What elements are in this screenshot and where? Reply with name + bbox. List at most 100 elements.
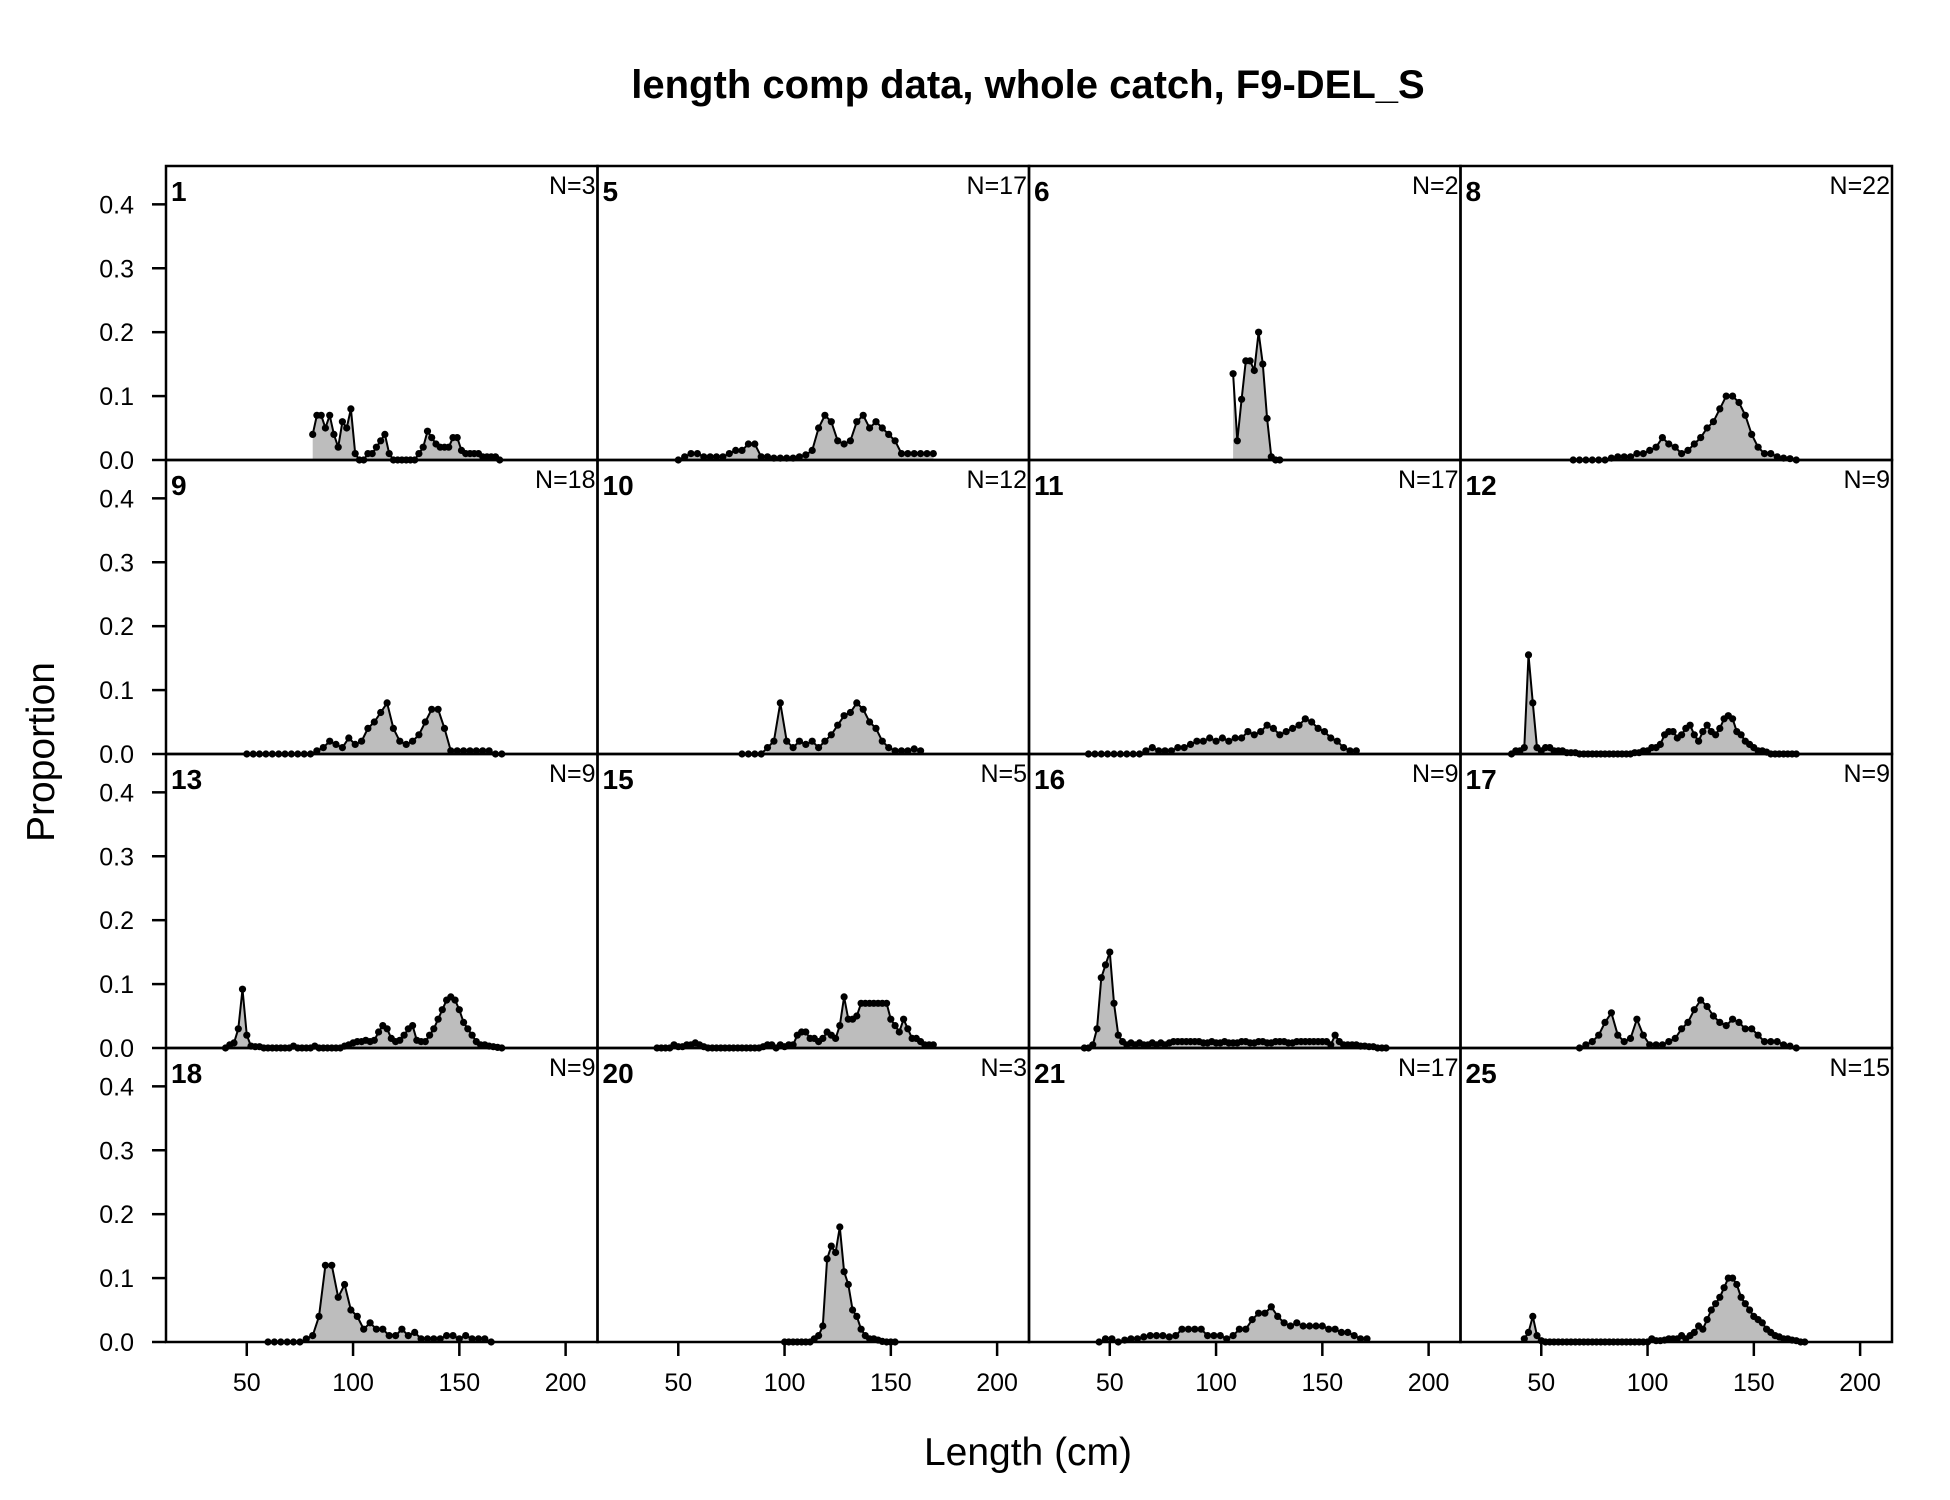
panel-10-point (815, 744, 823, 752)
panel-21-point (1172, 1332, 1180, 1340)
panel-21-point (1133, 1335, 1141, 1343)
panel-13-frame (164, 752, 599, 1050)
panel-18-point (302, 1335, 310, 1343)
panel-17-point (1633, 1015, 1641, 1023)
panel-16-point (1089, 1041, 1097, 1049)
panel-21-point (1184, 1325, 1192, 1333)
panel-8-point (1729, 392, 1737, 400)
panel-8-point (1652, 443, 1660, 451)
panel-5-point (744, 440, 753, 448)
panel-17-point (1601, 1018, 1609, 1026)
panel-21-point (1140, 1333, 1148, 1341)
panel-5-area (678, 415, 934, 460)
panel-18-point (404, 1332, 412, 1340)
panel-5-label: 5 (603, 176, 619, 207)
x-tick-label: 200 (545, 1369, 587, 1397)
panel-21-point (1286, 1322, 1295, 1330)
panel-20-point (857, 1325, 865, 1333)
panel-25-point (1533, 1332, 1541, 1340)
x-tick-label: 150 (1301, 1369, 1343, 1397)
panel-9-point (415, 731, 423, 739)
panel-11-point (1225, 737, 1233, 745)
panel-9-point (409, 737, 417, 745)
panel-18-point (455, 1335, 463, 1343)
y-tick-label: 0.0 (99, 447, 134, 475)
panel-21-point (1127, 1335, 1135, 1343)
panel-1-area (312, 408, 500, 460)
panel-15-area (657, 996, 934, 1048)
panel-5-point (693, 450, 702, 458)
panel-5-point (795, 453, 804, 461)
panel-5-point (700, 453, 708, 461)
panel-25-point (1741, 1300, 1749, 1308)
panel-17-point (1767, 1038, 1775, 1046)
panel-8-point (1760, 450, 1769, 458)
panel-5-point (853, 418, 861, 426)
panel-9-point (326, 737, 334, 745)
panel-8-point (1684, 446, 1692, 454)
panel-9-point (319, 744, 327, 752)
panel-13-point (243, 1031, 251, 1039)
panel-1-point (351, 450, 359, 458)
y-tick-label: 0.3 (99, 549, 134, 577)
panel-1-point (338, 418, 346, 426)
panel-21-point (1331, 1325, 1339, 1333)
panel-21-n-label: N=17 (1398, 1054, 1458, 1082)
panel-15-point (929, 1041, 937, 1049)
panel-17-point (1735, 1018, 1743, 1026)
panel-9-point (358, 737, 366, 745)
panel-12-point (1524, 651, 1533, 659)
panel-11-point (1295, 721, 1303, 729)
panel-1-point (453, 434, 461, 442)
panel-1-point (423, 427, 432, 435)
panel-21-point (1255, 1309, 1263, 1317)
y-tick-label: 0.2 (99, 907, 134, 935)
panel-11-point (1218, 734, 1226, 742)
panel-5-point (910, 450, 918, 458)
panel-17-frame (1459, 752, 1894, 1050)
panel-11-point (1250, 731, 1258, 739)
panel-17-point (1716, 1018, 1724, 1026)
panel-11-point (1340, 744, 1348, 752)
panel-18-point (436, 1335, 444, 1343)
panel-11-point (1212, 737, 1220, 745)
panel-13-point (434, 1015, 442, 1023)
panel-12-label: 12 (1466, 470, 1497, 501)
panel-9-point (396, 737, 404, 745)
panel-12-point (1520, 744, 1528, 752)
panel-13-point (400, 1031, 408, 1039)
panel-11-point (1174, 744, 1182, 752)
panel-18-point (341, 1280, 349, 1289)
panel-21-point (1159, 1332, 1167, 1340)
panel-9-point (345, 734, 353, 742)
panel-12-n-label: N=9 (1843, 466, 1890, 494)
panel-20-label: 20 (603, 1058, 634, 1089)
panel-5-n-label: N=17 (967, 172, 1027, 200)
panel-17-point (1671, 1034, 1679, 1042)
panel-5-point (738, 446, 746, 454)
panel-8-point (1767, 450, 1775, 458)
panel-17-point (1760, 1038, 1769, 1046)
panel-20-point (844, 1280, 852, 1289)
panel-16-point (1093, 1025, 1101, 1033)
panel-11-point (1314, 724, 1322, 733)
panel-17-point (1678, 1025, 1686, 1033)
panel-1-point (377, 437, 385, 445)
y-tick-label: 0.4 (99, 191, 134, 219)
panel-1-point (326, 411, 334, 419)
panel-5-point (808, 446, 816, 454)
panel-12-point (1737, 731, 1745, 739)
panel-12-area (1511, 654, 1797, 754)
panel-10-point (789, 744, 797, 752)
panel-11-point (1301, 715, 1309, 723)
panel-15: 15 N=5 (596, 752, 1031, 1052)
panel-15-point (887, 1015, 895, 1023)
panel-5-point (687, 450, 695, 458)
panel-1-n-label: N=3 (549, 172, 596, 200)
panel-21-point (1261, 1309, 1269, 1317)
y-tick-label: 0.2 (99, 1201, 134, 1229)
panel-21-point (1337, 1328, 1346, 1336)
panel-25-point (1712, 1300, 1720, 1308)
panel-11-point (1148, 744, 1156, 752)
panel-17-point (1639, 1031, 1647, 1039)
